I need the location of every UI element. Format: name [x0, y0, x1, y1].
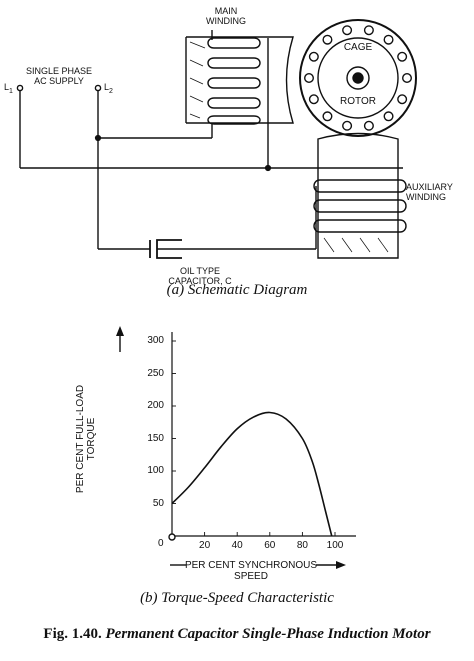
rotor-bar-slot — [342, 120, 353, 131]
terminal-l1-node — [16, 84, 24, 92]
x-tick-label: 80 — [296, 540, 308, 551]
figure-title: Permanent Capacitor Single-Phase Inducti… — [105, 626, 431, 642]
rotor-bar-slot — [322, 111, 333, 122]
junction-dot-2 — [264, 164, 272, 172]
terminal-l2-node — [94, 84, 102, 92]
rotor-bar-slot — [308, 51, 319, 62]
rotor-bar-slot — [383, 34, 394, 45]
y-tick-label: 300 — [147, 335, 164, 346]
main-stator-pole — [185, 36, 294, 124]
origin-label: 0 — [158, 538, 164, 549]
auxiliary-winding-label: AUXILIARY WINDING — [406, 182, 453, 202]
rotor-bar-slot — [363, 25, 374, 36]
supply-label: SINGLE PHASE AC SUPPLY — [25, 66, 93, 86]
terminal-l2-label: L2 — [104, 82, 113, 95]
rotor-bar-slot — [397, 94, 408, 105]
rotor-bar-slot — [322, 34, 333, 45]
torque-speed-curve — [171, 411, 333, 537]
rotor-bar-slot — [363, 120, 374, 131]
schematic-caption: (a) Schematic Diagram — [166, 282, 308, 298]
x-tick-label: 40 — [231, 540, 243, 551]
aux-stator-pole — [317, 132, 399, 259]
x-tick-label: 100 — [326, 540, 344, 551]
terminal-l1-label: L1 — [4, 82, 13, 95]
y-axis-label: PER CENT FULL-LOAD TORQUE — [75, 384, 97, 494]
origin-marker — [168, 533, 176, 541]
rotor-bar-slot — [308, 94, 319, 105]
y-tick-label: 200 — [147, 400, 164, 411]
y-tick-label: 100 — [147, 465, 164, 476]
x-axis-label: PER CENT SYNCHRONOUS SPEED — [184, 560, 318, 582]
main-winding-label: MAIN WINDING — [206, 6, 246, 26]
cage-rotor — [299, 19, 417, 137]
x-tick-label: 60 — [264, 540, 276, 551]
rotor-bar-slot — [402, 72, 413, 83]
auxiliary-winding-coil — [313, 179, 407, 249]
junction-dot-1 — [94, 134, 102, 142]
rotor-label: ROTOR — [340, 96, 376, 107]
y-tick-label: 150 — [147, 432, 164, 444]
rotor-slots — [304, 25, 413, 131]
y-tick-label: 50 — [152, 497, 164, 509]
tick-marks — [172, 340, 336, 536]
rotor-bar-slot — [342, 25, 353, 36]
graph-caption: (b) Torque-Speed Characteristic — [140, 590, 334, 606]
rotor-bar-slot — [397, 51, 408, 62]
y-tick-label: 250 — [147, 367, 164, 379]
main-winding-coil — [207, 30, 269, 125]
figure-caption: Fig. 1.40. Permanent Capacitor Single-Ph… — [0, 626, 474, 643]
figure-number: Fig. 1.40. — [43, 626, 102, 642]
capacitor-label: OIL TYPE CAPACITOR, C — [168, 266, 232, 286]
x-tick-label: 20 — [199, 540, 211, 551]
rotor-bar-slot — [304, 72, 315, 83]
rotor-bar-slot — [383, 111, 394, 122]
cage-label: CAGE — [343, 42, 373, 53]
